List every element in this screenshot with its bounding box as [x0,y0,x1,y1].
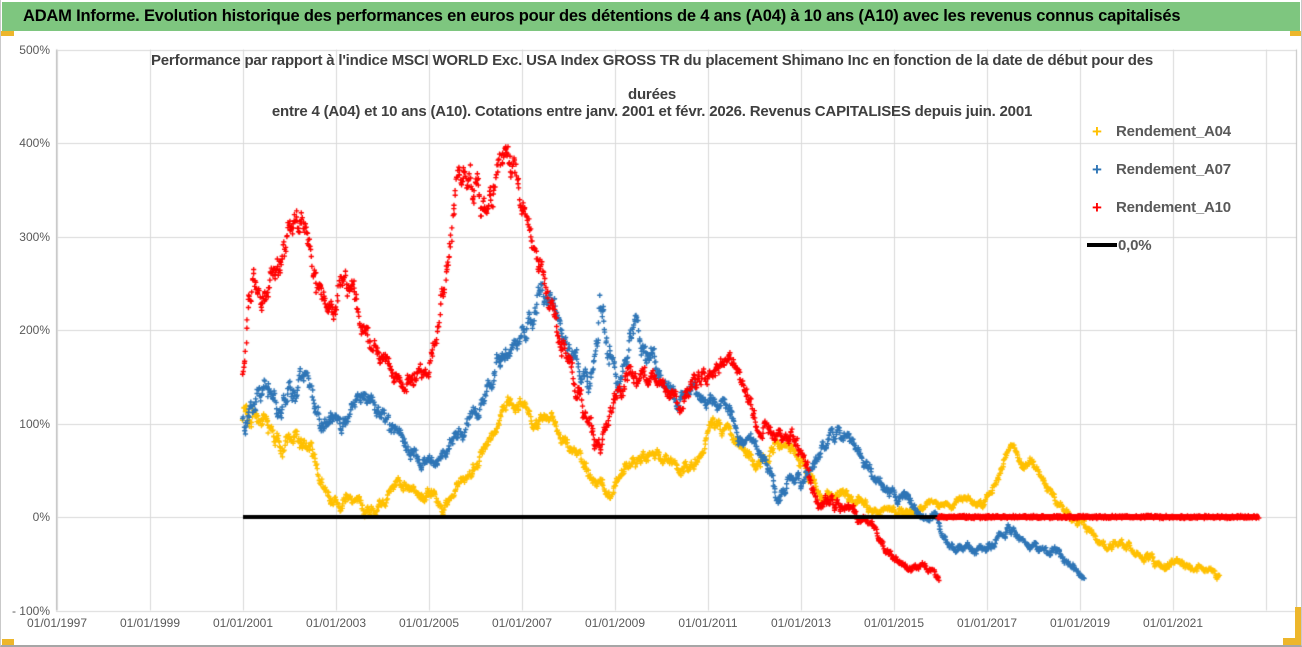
x-axis-tick-label: 01/01/2015 [863,616,925,630]
y-axis-tick-label: 100% [19,416,50,431]
x-axis-tick-label: 01/01/2001 [212,616,274,630]
y-axis-tick-label: 500% [19,42,50,57]
corner-accent-top-right [1290,31,1301,36]
sheet-header-bar: ADAM Informe. Evolution historique des p… [2,2,1300,31]
legend-item-rendement-a10[interactable]: + Rendement_A10 [1087,188,1277,226]
plus-marker-icon: + [1092,159,1102,179]
corner-accent-bottom-left [2,639,14,645]
y-axis-tick-label: 200% [19,323,50,337]
y-axis-tick-label: 400% [19,136,50,150]
x-axis-tick-label: 01/01/2003 [305,616,367,630]
chart-legend[interactable]: + Rendement_A04 + Rendement_A07 + Rendem… [1087,112,1277,264]
x-axis-tick-label: 01/01/2021 [1142,616,1204,630]
legend-label: Rendement_A04 [1116,122,1231,140]
chart-title-line-3: entre 4 (A04) et 10 ans (A10). Cotations… [271,103,1033,120]
corner-accent-bottom-right-vertical [1295,607,1301,645]
legend-item-rendement-a04[interactable]: + Rendement_A04 [1087,112,1277,150]
zero-line-icon [1087,243,1117,247]
x-axis-tick-label: 01/01/2017 [956,616,1018,630]
y-axis-tick-label: 0% [32,510,50,524]
x-axis-tick-label: 01/01/1997 [26,616,88,630]
x-axis-tick-label: 01/01/2007 [491,616,553,630]
chart-title-line-1: Performance par rapport à l'indice MSCI … [150,52,1153,69]
y-axis-tick-label: 300% [19,229,50,244]
y-axis-tick-label: - 100% [11,603,50,618]
x-axis-tick-label: 01/01/2011 [678,616,738,630]
sheet-header-title: ADAM Informe. Evolution historique des p… [23,7,1181,25]
x-axis-tick-label: 01/01/2013 [770,616,832,630]
legend-label: Rendement_A10 [1116,198,1231,216]
x-axis-tick-label: 01/01/2009 [584,616,646,630]
legend-label: Rendement_A07 [1116,160,1231,178]
legend-label: 0,0% [1118,236,1152,254]
x-axis-tick-label: 01/01/2005 [398,616,460,630]
plus-marker-icon: + [1092,197,1102,217]
x-axis-tick-label: 01/01/2019 [1049,616,1111,630]
chart-title-line-2: durées [628,86,676,103]
plus-marker-icon: + [1092,121,1102,141]
corner-accent-bottom-right-horizontal [1283,638,1301,645]
corner-accent-top-left [1,31,14,36]
legend-item-rendement-a07[interactable]: + Rendement_A07 [1087,150,1277,188]
legend-item-zero-line[interactable]: 0,0% [1087,226,1277,264]
x-axis-tick-label: 01/01/1999 [119,616,181,630]
